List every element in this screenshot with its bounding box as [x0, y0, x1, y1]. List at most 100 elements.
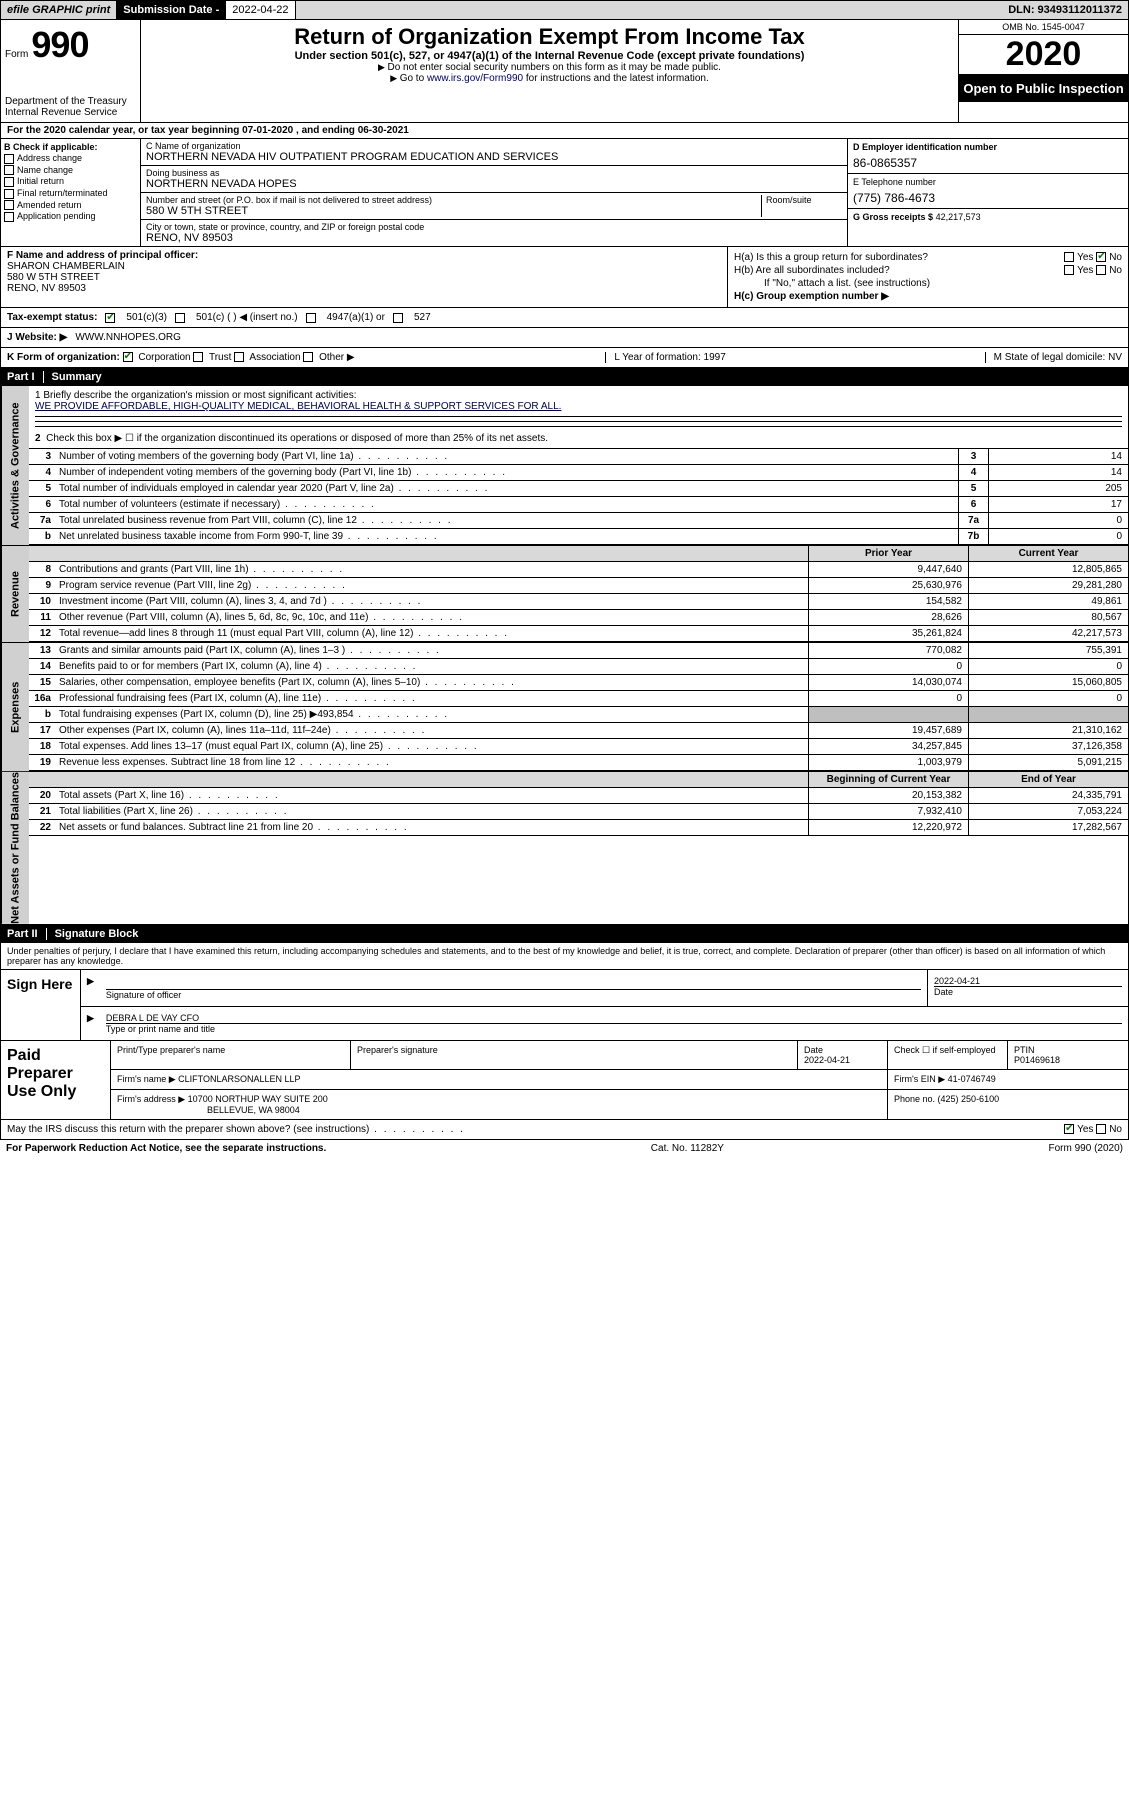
ha-label: H(a) Is this a group return for subordin…	[734, 252, 928, 263]
part1-header: Part ISummary	[0, 368, 1129, 386]
row-j: J Website: ▶ WWW.NNHOPES.ORG	[0, 328, 1129, 348]
summary-line: 17Other expenses (Part IX, column (A), l…	[29, 723, 1128, 739]
submission-date-value: 2022-04-22	[226, 1, 295, 19]
form-org-option[interactable]: Trust	[191, 352, 232, 363]
phone-label: E Telephone number	[853, 177, 936, 187]
row-klm: K Form of organization: Corporation Trus…	[0, 348, 1129, 368]
submission-date-label: Submission Date -	[117, 1, 226, 19]
tax-year: 2020	[959, 35, 1128, 75]
col-b-header: B Check if applicable:	[4, 142, 98, 152]
summary-line: 3Number of voting members of the governi…	[29, 449, 1128, 465]
checkbox-option[interactable]: Initial return	[4, 176, 137, 187]
summary-line: 15Salaries, other compensation, employee…	[29, 675, 1128, 691]
row-i: Tax-exempt status: 501(c)(3) 501(c) ( ) …	[0, 308, 1129, 328]
gross-receipts-label: G Gross receipts $	[853, 212, 933, 222]
org-name-value: NORTHERN NEVADA HIV OUTPATIENT PROGRAM E…	[146, 151, 842, 163]
phone-value: (775) 786-4673	[853, 191, 1123, 205]
officer-addr1: 580 W 5TH STREET	[7, 272, 100, 283]
dept-label: Department of the Treasury Internal Reve…	[5, 96, 136, 118]
summary-line: 9Program service revenue (Part VIII, lin…	[29, 578, 1128, 594]
form-number: 990	[31, 24, 88, 65]
principal-officer-label: F Name and address of principal officer:	[7, 250, 198, 261]
omb-number: OMB No. 1545-0047	[959, 20, 1128, 35]
checkbox-option[interactable]: Application pending	[4, 211, 137, 222]
ein-value: 86-0865357	[853, 156, 1123, 170]
dln-value: DLN: 93493112011372	[1002, 1, 1128, 19]
caret-icon: ▶	[81, 1007, 100, 1040]
officer-addr2: RENO, NV 89503	[7, 283, 86, 294]
inspection-label: Open to Public Inspection	[959, 75, 1128, 102]
summary-line: 8Contributions and grants (Part VIII, li…	[29, 562, 1128, 578]
checkbox-option[interactable]: Address change	[4, 153, 137, 164]
section-activities-governance: Activities & Governance 1 Briefly descri…	[0, 386, 1129, 546]
note-no-ssn: Do not enter social security numbers on …	[151, 62, 948, 73]
gross-receipts-value: 42,217,573	[936, 212, 981, 222]
form-title: Return of Organization Exempt From Incom…	[151, 24, 948, 50]
dba-label: Doing business as	[146, 168, 842, 178]
sign-here-block: Sign Here ▶ Signature of officer 2022-04…	[0, 969, 1129, 1041]
summary-line: 16aProfessional fundraising fees (Part I…	[29, 691, 1128, 707]
ein-label: D Employer identification number	[853, 142, 997, 152]
sig-date-label: Date	[934, 987, 953, 997]
summary-line: bTotal fundraising expenses (Part IX, co…	[29, 707, 1128, 723]
officer-name: SHARON CHAMBERLAIN	[7, 261, 125, 272]
section-revenue: Revenue Prior YearCurrent Year 8Contribu…	[0, 546, 1129, 643]
signature-declaration: Under penalties of perjury, I declare th…	[0, 943, 1129, 969]
discuss-row: May the IRS discuss this return with the…	[0, 1120, 1129, 1140]
form-org-option[interactable]: Other ▶	[301, 352, 355, 363]
hc-label: H(c) Group exemption number ▶	[734, 291, 889, 302]
section-expenses: Expenses 13Grants and similar amounts pa…	[0, 643, 1129, 772]
city-label: City or town, state or province, country…	[146, 222, 842, 232]
summary-line: 6Total number of volunteers (estimate if…	[29, 497, 1128, 513]
form-subtitle: Under section 501(c), 527, or 4947(a)(1)…	[151, 50, 948, 62]
checkbox-option[interactable]: Final return/terminated	[4, 188, 137, 199]
room-suite-label: Room/suite	[762, 195, 842, 217]
form-org-option[interactable]: Corporation	[123, 352, 191, 363]
block-fh: F Name and address of principal officer:…	[0, 247, 1129, 308]
hb-label: H(b) Are all subordinates included?	[734, 265, 890, 276]
summary-line: 10Investment income (Part VIII, column (…	[29, 594, 1128, 610]
type-name-label: Type or print name and title	[106, 1024, 215, 1034]
part2-header: Part IISignature Block	[0, 925, 1129, 943]
efile-label: efile GRAPHIC print	[1, 1, 117, 19]
block-bcd: B Check if applicable: Address changeNam…	[0, 139, 1129, 247]
summary-line: 13Grants and similar amounts paid (Part …	[29, 643, 1128, 659]
sig-date-value: 2022-04-21	[934, 976, 1122, 987]
summary-line: bNet unrelated business taxable income f…	[29, 529, 1128, 545]
summary-line: 20Total assets (Part X, line 16)20,153,3…	[29, 788, 1128, 804]
street-value: 580 W 5TH STREET	[146, 205, 757, 217]
sig-officer-label: Signature of officer	[106, 990, 181, 1000]
year-formation: L Year of formation: 1997	[605, 352, 733, 363]
dba-value: NORTHERN NEVADA HOPES	[146, 178, 842, 190]
website-value: WWW.NNHOPES.ORG	[75, 332, 181, 343]
form-label: Form	[5, 49, 28, 60]
checkbox-option[interactable]: Amended return	[4, 200, 137, 211]
org-name-label: C Name of organization	[146, 141, 842, 151]
summary-line: 18Total expenses. Add lines 13–17 (must …	[29, 739, 1128, 755]
row-a-period: For the 2020 calendar year, or tax year …	[0, 123, 1129, 139]
form-header: Form 990 Department of the Treasury Inte…	[0, 20, 1129, 123]
note-goto: Go to www.irs.gov/Form990 for instructio…	[151, 73, 948, 84]
topbar: efile GRAPHIC print Submission Date - 20…	[0, 0, 1129, 20]
summary-line: 4Number of independent voting members of…	[29, 465, 1128, 481]
officer-typed-name: DEBRA L DE VAY CFO	[106, 1013, 1122, 1024]
summary-line: 14Benefits paid to or for members (Part …	[29, 659, 1128, 675]
mission-statement: WE PROVIDE AFFORDABLE, HIGH-QUALITY MEDI…	[35, 401, 1122, 412]
summary-line: 11Other revenue (Part VIII, column (A), …	[29, 610, 1128, 626]
summary-line: 7aTotal unrelated business revenue from …	[29, 513, 1128, 529]
checkbox-option[interactable]: Name change	[4, 165, 137, 176]
paid-preparer-block: Paid Preparer Use Only Print/Type prepar…	[0, 1041, 1129, 1120]
summary-line: 19Revenue less expenses. Subtract line 1…	[29, 755, 1128, 771]
line1-label: 1 Briefly describe the organization's mi…	[35, 390, 1122, 401]
city-value: RENO, NV 89503	[146, 232, 842, 244]
summary-line: 5Total number of individuals employed in…	[29, 481, 1128, 497]
hb-note: If "No," attach a list. (see instruction…	[734, 278, 1122, 289]
caret-icon: ▶	[81, 970, 100, 1006]
form-org-option[interactable]: Association	[231, 352, 300, 363]
irs-link[interactable]: www.irs.gov/Form990	[427, 73, 523, 84]
street-label: Number and street (or P.O. box if mail i…	[146, 195, 757, 205]
section-net-assets: Net Assets or Fund Balances Beginning of…	[0, 772, 1129, 925]
summary-line: 22Net assets or fund balances. Subtract …	[29, 820, 1128, 836]
summary-line: 12Total revenue—add lines 8 through 11 (…	[29, 626, 1128, 642]
summary-line: 21Total liabilities (Part X, line 26)7,9…	[29, 804, 1128, 820]
